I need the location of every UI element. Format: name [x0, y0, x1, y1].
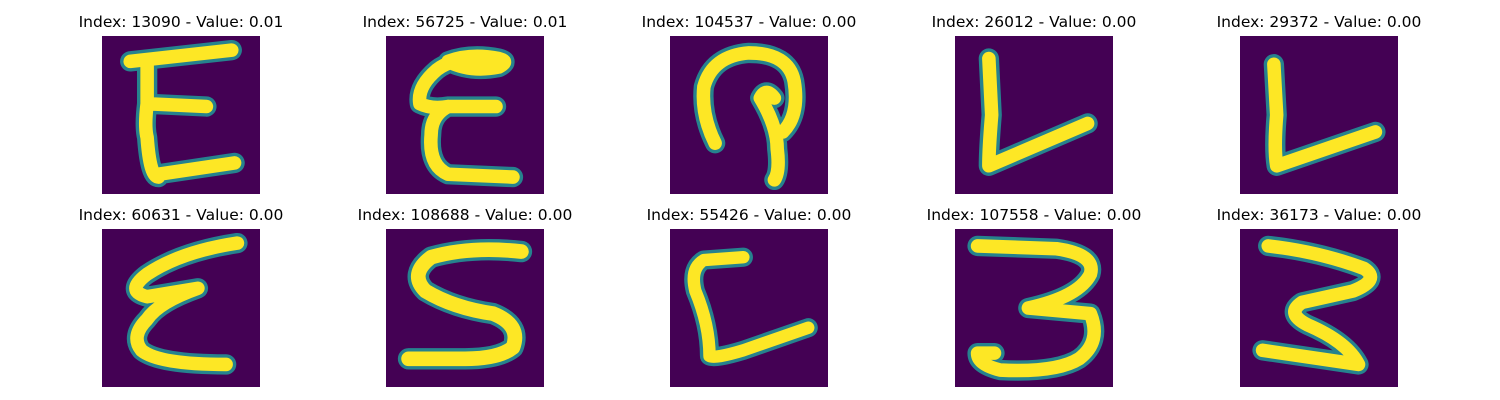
panel-title: Index: 55426 - Value: 0.00 — [646, 206, 852, 224]
character-image — [955, 36, 1113, 194]
panel-title: Index: 60631 - Value: 0.00 — [78, 206, 284, 224]
character-image — [102, 229, 260, 387]
panel-title: Index: 104537 - Value: 0.00 — [641, 13, 857, 31]
image-background — [1240, 36, 1398, 194]
character-image — [386, 229, 544, 387]
character-image — [670, 36, 828, 194]
panel-title: Index: 107558 - Value: 0.00 — [926, 206, 1142, 224]
panel-title: Index: 29372 - Value: 0.00 — [1216, 13, 1422, 31]
character-image — [1240, 36, 1398, 194]
panel-2: Index: 56725 - Value: 0.01 — [330, 12, 600, 202]
panel-title: Index: 56725 - Value: 0.01 — [362, 13, 568, 31]
character-image — [386, 36, 544, 194]
panel-title: Index: 26012 - Value: 0.00 — [931, 13, 1137, 31]
panel-title: Index: 108688 - Value: 0.00 — [357, 206, 573, 224]
character-image — [102, 36, 260, 194]
panel-6: Index: 60631 - Value: 0.00 — [46, 205, 316, 395]
panel-8: Index: 55426 - Value: 0.00 — [614, 205, 884, 395]
character-image — [1240, 229, 1398, 387]
panel-5: Index: 29372 - Value: 0.00 — [1184, 12, 1454, 202]
panel-7: Index: 108688 - Value: 0.00 — [330, 205, 600, 395]
panel-4: Index: 26012 - Value: 0.00 — [899, 12, 1169, 202]
panel-title: Index: 36173 - Value: 0.00 — [1216, 206, 1422, 224]
panel-title: Index: 13090 - Value: 0.01 — [78, 13, 284, 31]
character-image — [955, 229, 1113, 387]
character-image — [670, 229, 828, 387]
panel-9: Index: 107558 - Value: 0.00 — [899, 205, 1169, 395]
panel-10: Index: 36173 - Value: 0.00 — [1184, 205, 1454, 395]
panel-3: Index: 104537 - Value: 0.00 — [614, 12, 884, 202]
panel-1: Index: 13090 - Value: 0.01 — [46, 12, 316, 202]
